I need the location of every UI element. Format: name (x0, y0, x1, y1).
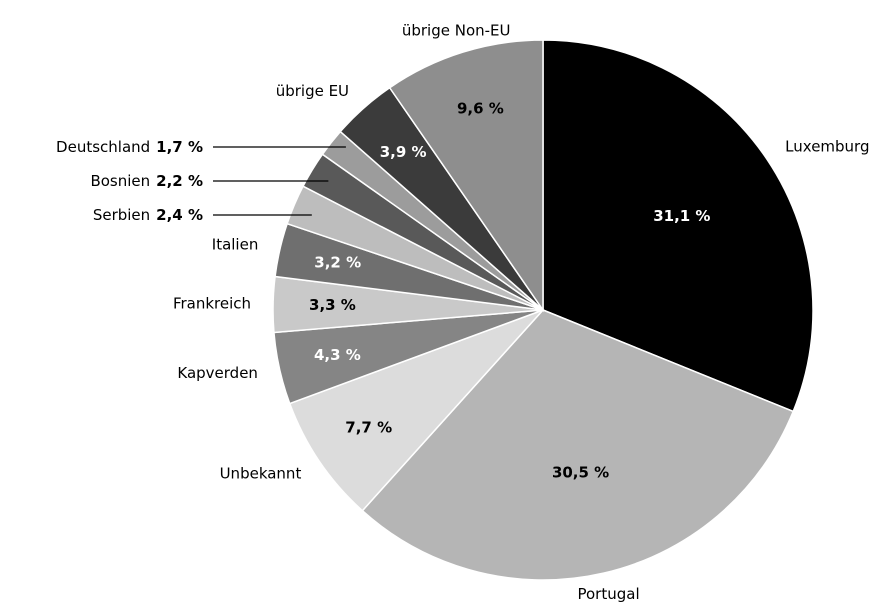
value-label: 31,1 % (653, 207, 710, 225)
value-label: 30,5 % (552, 464, 609, 482)
value-label: 1,7 % (156, 138, 203, 156)
value-label: 2,2 % (156, 172, 203, 190)
category-label: übrige EU (276, 82, 349, 100)
category-label: übrige Non-EU (402, 22, 511, 40)
pie-slice (388, 39, 544, 313)
category-label: Unbekannt (220, 464, 302, 482)
slice-label: Serbien 2,4 % (93, 206, 203, 224)
category-label: Portugal (577, 585, 639, 603)
value-label: 7,7 % (345, 419, 392, 437)
category-label: Kapverden (177, 364, 258, 382)
value-label: 3,2 % (314, 254, 361, 272)
value-label: 3,3 % (309, 296, 356, 314)
pie-slice (361, 309, 795, 581)
value-label: 4,3 % (314, 346, 361, 364)
slice-label: Deutschland 1,7 % (56, 138, 203, 156)
category-label: Luxemburg (785, 137, 869, 155)
pie-slice (542, 39, 814, 413)
category-label: Serbien (93, 206, 150, 224)
value-label: 9,6 % (457, 99, 504, 117)
slice-label: Bosnien 2,2 % (90, 172, 203, 190)
category-label: Deutschland (56, 138, 150, 156)
value-label: 3,9 % (380, 143, 427, 161)
pie-slice (288, 309, 544, 512)
category-label: Italien (212, 235, 259, 253)
value-label: 2,4 % (156, 206, 203, 224)
category-label: Frankreich (173, 295, 251, 313)
category-label: Bosnien (90, 172, 150, 190)
